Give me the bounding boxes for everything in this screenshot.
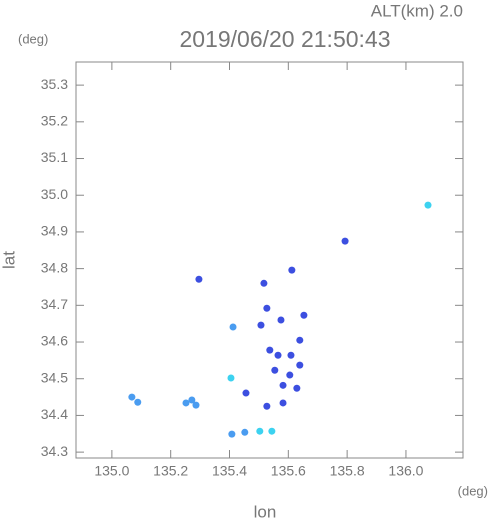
echo: [263, 304, 271, 312]
echo: [293, 384, 301, 392]
echo: [128, 393, 136, 401]
echo: [229, 323, 237, 331]
x-tick-label: 135.8: [330, 463, 365, 479]
y-axis-label: lat: [0, 251, 18, 269]
echo: [277, 316, 285, 324]
echo: [286, 371, 294, 379]
echo: [260, 279, 268, 287]
echo: [424, 201, 432, 209]
echo: [182, 399, 190, 407]
echo: [341, 237, 349, 245]
echo: [266, 346, 274, 354]
x-tick-label: 135.4: [212, 463, 247, 479]
y-tick-label: 35.0: [41, 186, 68, 202]
echo: [296, 336, 304, 344]
x-axis-label: lon: [254, 502, 277, 521]
y-tick-label: 34.5: [41, 369, 68, 385]
echo: [279, 399, 287, 407]
y-tick-label: 35.1: [41, 149, 68, 165]
echo: [241, 428, 249, 436]
y-tick-label: 34.8: [41, 259, 68, 275]
altitude: ALT(km) 2.0: [371, 1, 463, 20]
y-tick-label: 34.4: [41, 406, 68, 422]
y-tick-label: 35.3: [41, 76, 68, 92]
x-tick-label: 135.0: [94, 463, 129, 479]
y-tick-label: 35.2: [41, 113, 68, 129]
echo: [268, 427, 276, 435]
echo: [195, 275, 203, 283]
echo: [288, 266, 296, 274]
echo: [296, 361, 304, 369]
echo: [274, 351, 282, 359]
echo: [287, 351, 295, 359]
echo: [242, 389, 250, 397]
echo: [271, 366, 279, 374]
x-tick-label: 135.6: [271, 463, 306, 479]
plot-frame: [75, 61, 464, 459]
echo: [263, 402, 271, 410]
echo: [134, 398, 142, 406]
echo: [188, 396, 196, 404]
echo: [279, 381, 287, 389]
x-unit: (deg): [458, 483, 488, 498]
x-tick-label: 135.2: [153, 463, 188, 479]
y-tick-label: 34.6: [41, 333, 68, 349]
echo: [227, 374, 235, 382]
y-tick-label: 34.7: [41, 296, 68, 312]
echo: [257, 321, 265, 329]
echo: [228, 430, 236, 438]
y-tick-label: 34.9: [41, 223, 68, 239]
echo: [256, 427, 264, 435]
y-unit: (deg): [18, 31, 48, 46]
y-tick-label: 34.3: [41, 443, 68, 459]
x-tick-label: 136.0: [388, 463, 423, 479]
chart-title: 2019/06/20 21:50:43: [179, 26, 390, 52]
echo: [192, 401, 200, 409]
echo: [300, 311, 308, 319]
